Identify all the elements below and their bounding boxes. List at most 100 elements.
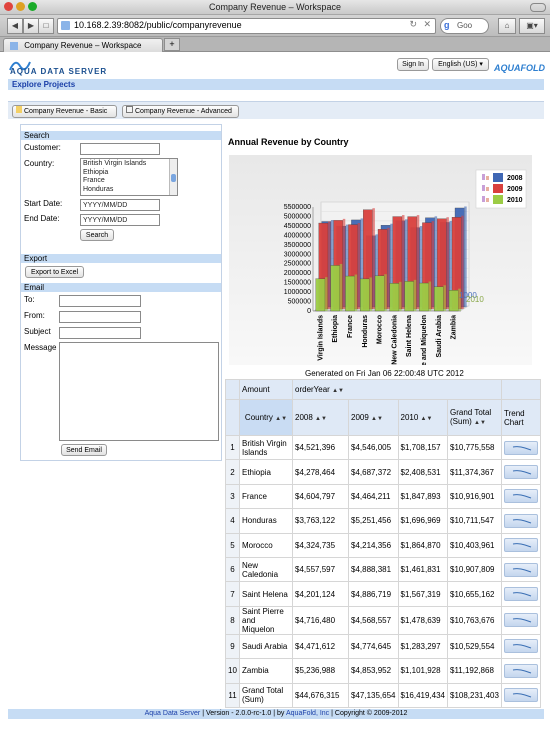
- address-bar[interactable]: 10.168.2.39:8082/public/companyrevenue ↻…: [57, 18, 436, 34]
- zoom-window-button[interactable]: [28, 2, 37, 11]
- explore-projects-link[interactable]: Explore Projects: [12, 80, 76, 89]
- series-end-label: 2010: [466, 295, 484, 304]
- toolbar-toggle-button[interactable]: [530, 3, 546, 12]
- export-to-excel-button[interactable]: Export to Excel: [25, 266, 84, 278]
- trend-chart-icon[interactable]: [504, 538, 538, 553]
- table-row: 10 Zambia $5,236,988 $4,853,952 $1,101,928 $1…: [225, 658, 541, 684]
- y-tick-label: 3500000: [284, 242, 311, 249]
- trend-chart-icon[interactable]: [504, 465, 538, 480]
- trend-chart-icon[interactable]: [504, 587, 538, 602]
- back-button[interactable]: ◀: [7, 18, 23, 34]
- bar-side-2010: [354, 274, 358, 311]
- grand-total-cell: $10,916,901: [447, 483, 502, 510]
- search-button[interactable]: Search: [80, 229, 114, 241]
- trend-chart-cell: [501, 633, 541, 660]
- forward-button[interactable]: ▶: [23, 18, 39, 34]
- new-tab-button[interactable]: +: [164, 38, 180, 51]
- email-message-textarea[interactable]: [59, 342, 219, 441]
- language-select[interactable]: English (US) ▾: [432, 58, 489, 71]
- bar-side-2009: [372, 208, 375, 309]
- aquafold-link[interactable]: AquaFold, Inc: [285, 710, 330, 717]
- search-field[interactable]: g Goo: [440, 18, 489, 34]
- trend-chart-icon[interactable]: [504, 440, 538, 455]
- email-from-input[interactable]: [59, 311, 141, 323]
- legend-icon: [486, 198, 489, 202]
- customer-input[interactable]: [80, 143, 160, 155]
- country-listbox[interactable]: British Virgin Islands Ethiopia France H…: [80, 158, 178, 196]
- bar-side-2009: [387, 227, 390, 309]
- country-option[interactable]: Ethiopia: [83, 168, 109, 176]
- bar-side-2010: [369, 277, 372, 311]
- row-number: 9: [225, 633, 240, 660]
- to-label: To:: [24, 295, 35, 304]
- y-tick-label: 500000: [288, 299, 311, 306]
- bar-side-2010: [428, 281, 432, 311]
- column-header-2010[interactable]: 2010 ▲▼: [397, 399, 448, 436]
- country-option[interactable]: British Virgin Islands: [83, 160, 147, 167]
- country-cell: Saint Pierre and Miquelon: [239, 605, 293, 635]
- x-category-label: Saudi Arabia: [436, 315, 443, 358]
- trend-chart-icon[interactable]: [504, 639, 538, 654]
- bar-side-2009: [327, 221, 331, 309]
- aqua-data-server-link[interactable]: Aqua Data Server: [144, 710, 201, 717]
- bookmarks-menu-icon[interactable]: ▣▾: [519, 18, 545, 34]
- trend-chart-icon[interactable]: [504, 688, 538, 703]
- sort-icon[interactable]: ▲▼: [332, 388, 344, 394]
- legend-swatch: [493, 195, 503, 204]
- legend-swatch: [493, 173, 503, 182]
- email-to-input[interactable]: [59, 295, 141, 307]
- bar-2010: [404, 281, 414, 312]
- sort-icon[interactable]: ▲▼: [474, 419, 486, 426]
- start-date-input[interactable]: YYYY/MM/DD: [80, 199, 160, 211]
- trend-chart-icon[interactable]: [504, 613, 538, 628]
- listbox-scrollbar[interactable]: [169, 159, 177, 195]
- browser-tab[interactable]: Company Revenue – Workspace: [3, 38, 163, 52]
- sort-icon[interactable]: ▲▼: [371, 416, 383, 422]
- bar-side-2008: [375, 234, 378, 307]
- col-2010-label: 2010: [400, 413, 419, 422]
- window-title: Company Revenue – Workspace: [209, 2, 341, 12]
- trend-chart-icon[interactable]: [504, 489, 538, 504]
- tab-favicon-icon: [10, 41, 18, 50]
- trend-chart-icon[interactable]: [504, 513, 538, 528]
- stop-icon[interactable]: ✕: [423, 19, 431, 29]
- pivot-label: orderYear: [295, 385, 330, 394]
- send-email-button[interactable]: Send Email: [61, 444, 107, 456]
- bar-side-2008: [360, 218, 364, 307]
- column-header-grand-total[interactable]: Grand Total (Sum) ▲▼: [447, 399, 502, 436]
- column-header-country[interactable]: Country ▲▼: [239, 399, 293, 436]
- home-icon[interactable]: ⌂: [498, 18, 516, 34]
- url-text: 10.168.2.39:8082/public/companyrevenue: [74, 20, 242, 30]
- email-section-heading: Email: [21, 283, 221, 292]
- country-cell: New Caledonia: [239, 556, 293, 583]
- grand-total-cell: $10,763,676: [447, 605, 502, 635]
- bar-side-2008: [330, 220, 334, 307]
- email-subject-input[interactable]: [59, 327, 141, 339]
- close-window-button[interactable]: [4, 2, 13, 11]
- scrollbar-thumb[interactable]: [171, 174, 176, 182]
- country-option[interactable]: France: [83, 177, 105, 184]
- bar-2010: [419, 282, 429, 312]
- sort-icon[interactable]: ▲▼: [420, 416, 433, 422]
- sort-icon[interactable]: ▲▼: [315, 416, 327, 422]
- trend-chart-cell: [501, 658, 541, 684]
- trend-chart-icon[interactable]: [504, 663, 538, 678]
- value-2010: $16,419,434: [397, 682, 448, 708]
- sign-in-button[interactable]: Sign In: [397, 58, 429, 71]
- column-header-2008[interactable]: 2008 ▲▼: [292, 399, 349, 436]
- value-2010: $2,408,531: [397, 459, 448, 485]
- col-2009-label: 2009: [351, 413, 369, 422]
- minimize-window-button[interactable]: [16, 2, 25, 11]
- trend-chart-icon[interactable]: [504, 562, 538, 577]
- pivot-header[interactable]: orderYear ▲▼: [292, 379, 502, 400]
- bar-side-2009: [357, 223, 361, 309]
- sort-icon[interactable]: ▲▼: [275, 416, 288, 422]
- tab-company-revenue-basic[interactable]: Company Revenue - Basic: [12, 105, 117, 118]
- reload-icon[interactable]: ↻: [409, 19, 417, 29]
- column-header-2009[interactable]: 2009 ▲▼: [348, 399, 399, 436]
- reader-button[interactable]: □: [38, 18, 54, 34]
- end-date-input[interactable]: YYYY/MM/DD: [80, 214, 160, 226]
- table-row: 3 France $4,604,797 $4,464,211 $1,847,893 $10…: [225, 483, 541, 510]
- country-option[interactable]: Honduras: [83, 185, 114, 193]
- tab-company-revenue-advanced[interactable]: Company Revenue - Advanced: [122, 105, 239, 118]
